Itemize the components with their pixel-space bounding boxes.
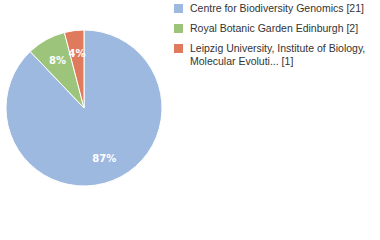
data-labels: 87% 8%4% xyxy=(49,48,116,164)
legend: Centre for Biodiversity Genomics [21] Roy… xyxy=(174,2,365,67)
pie-slice xyxy=(6,30,162,186)
legend-label: Leipzig University, Institute of Biology… xyxy=(190,42,365,67)
pie-slice xyxy=(64,30,84,108)
chart: 87% 8%4% Centre for Biodiversity Genomics … xyxy=(0,0,380,240)
data-label: 87% xyxy=(92,153,116,164)
pie xyxy=(6,30,162,186)
data-label: 4% xyxy=(69,48,86,59)
data-label: 8% xyxy=(49,55,66,66)
legend-label: Royal Botanic Garden Edinburgh [2] xyxy=(190,22,358,34)
legend-swatch xyxy=(174,4,183,13)
legend-label: Centre for Biodiversity Genomics [21] xyxy=(190,2,364,14)
legend-swatch xyxy=(174,44,183,53)
legend-swatch xyxy=(174,24,183,33)
